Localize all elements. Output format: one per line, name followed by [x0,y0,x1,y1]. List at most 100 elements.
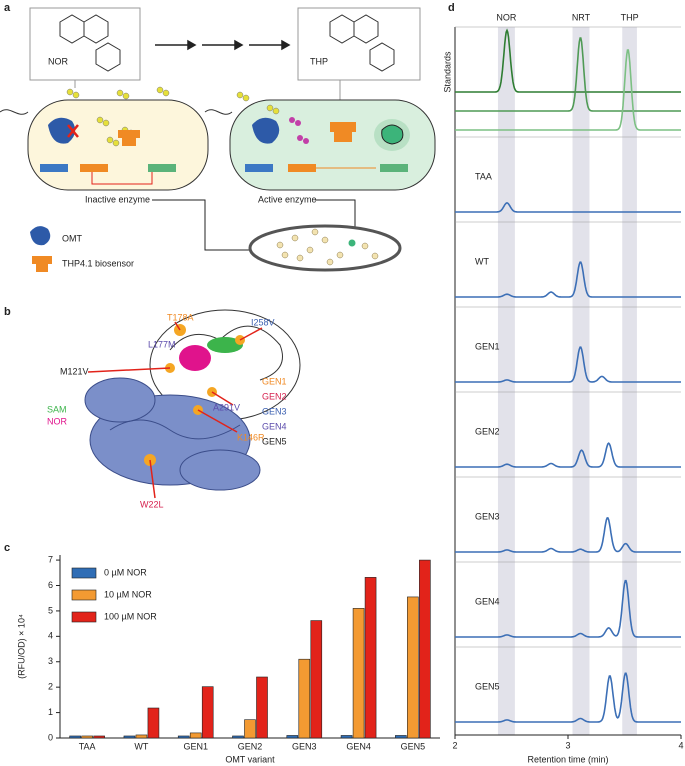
x-tick-label: 4 [678,740,683,750]
thp-molecules [289,117,309,144]
x-tick-label: TAA [79,741,96,751]
gfp [381,124,404,145]
legend-label: OMT [62,233,82,243]
legend-swatch [71,567,97,579]
legend-label: 10 µM NOR [104,589,152,599]
bar [352,608,365,739]
x-tick-label: GEN3 [292,741,317,751]
legend-icon [32,256,52,272]
y-tick-label: 1 [48,707,53,717]
molecule-box [29,7,141,81]
legend-label: 100 µM NOR [104,611,157,621]
bar [407,596,419,739]
colonies [276,228,379,266]
y-tick-label: 7 [48,554,53,564]
y-tick-label: 0 [48,732,53,742]
trace [455,261,681,298]
omt-active [252,117,280,144]
x-tick-label: WT [134,741,148,751]
gene [288,164,316,172]
bar [232,735,244,739]
trace [455,37,681,112]
panel-name: TAA [475,171,492,181]
mutation-label: K146R [237,432,265,442]
mutation-label: W22L [140,499,164,509]
panel-name: Standards [442,51,452,93]
legend-icon [30,226,51,246]
bar [177,735,190,739]
mutation-label: I258V [251,317,275,327]
y-tick-label: 3 [48,656,53,666]
y-axis-title: (RFU/OD) × 10⁴ [16,614,26,679]
bar [189,732,202,739]
variant-label: GEN2 [262,391,287,401]
gene [40,164,68,172]
variant-label: GEN4 [262,421,287,431]
gene [245,164,273,172]
biosensor [330,122,356,142]
panel-label: d [448,2,455,14]
x-tick-label: 2 [452,740,457,750]
band-label: THP [621,12,639,22]
variant-label: GEN5 [262,436,287,446]
variant-label: GEN3 [262,406,287,416]
retention-band [572,27,590,735]
bar [364,577,377,739]
bar [69,735,81,739]
x-tick-label: GEN1 [183,741,208,751]
trace [455,672,681,723]
retention-band [622,27,637,735]
trace [455,202,681,213]
x-axis-title: OMT variant [225,754,275,764]
bar [395,735,407,739]
ligand-label: NOR [47,416,68,426]
bar [286,735,299,739]
trace [455,579,681,638]
y-tick-label: 2 [48,682,53,692]
panel-name: GEN1 [475,341,500,351]
band-label: NOR [496,12,517,22]
mutation-label: M121V [60,366,89,376]
ring [95,42,121,72]
bar [147,707,160,739]
x-tick-label: 3 [565,740,570,750]
legend-swatch [71,611,97,623]
flagellum [0,109,29,115]
ligand-label: SAM [47,404,67,414]
gene [380,164,408,172]
legend-label: 0 µM NOR [104,567,147,577]
y-tick-label: 4 [48,631,53,641]
bar [340,735,353,739]
legend-label: THP4.1 biosensor [62,258,134,268]
trace [455,28,681,93]
bar [244,719,256,739]
panel-name: GEN3 [475,511,500,521]
y-tick-label: 5 [48,605,53,615]
ring [369,42,395,72]
panel-name: GEN4 [475,596,500,606]
bar [256,676,268,739]
panel-name: GEN2 [475,426,500,436]
trace [455,442,681,468]
bar [310,620,323,739]
repression [91,172,153,185]
bar [419,559,431,739]
y-tick-label: 6 [48,580,53,590]
panel-label: c [4,542,10,554]
biosensor [118,130,140,146]
active-label: Active enzyme [258,194,317,204]
protein-structure [84,309,301,499]
molecule-box [297,7,421,81]
flagellum [204,109,233,115]
molecule-label: THP [310,56,328,66]
x-tick-label: GEN5 [401,741,426,751]
x-axis-title: Retention time (min) [527,754,608,764]
bar [135,734,148,739]
bar [93,735,105,739]
mutation-label: A291V [213,402,240,412]
inhibited-mark [67,124,79,138]
panel-name: GEN5 [475,681,500,691]
panel-label: b [4,306,11,318]
positive-colony [348,239,356,247]
